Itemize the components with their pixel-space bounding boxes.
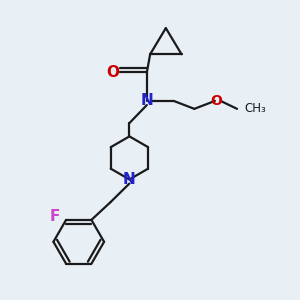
Text: CH₃: CH₃ xyxy=(244,102,266,115)
Text: O: O xyxy=(106,65,119,80)
Text: N: N xyxy=(123,172,136,187)
Text: N: N xyxy=(140,93,153,108)
Text: O: O xyxy=(210,94,222,108)
Text: F: F xyxy=(50,209,60,224)
